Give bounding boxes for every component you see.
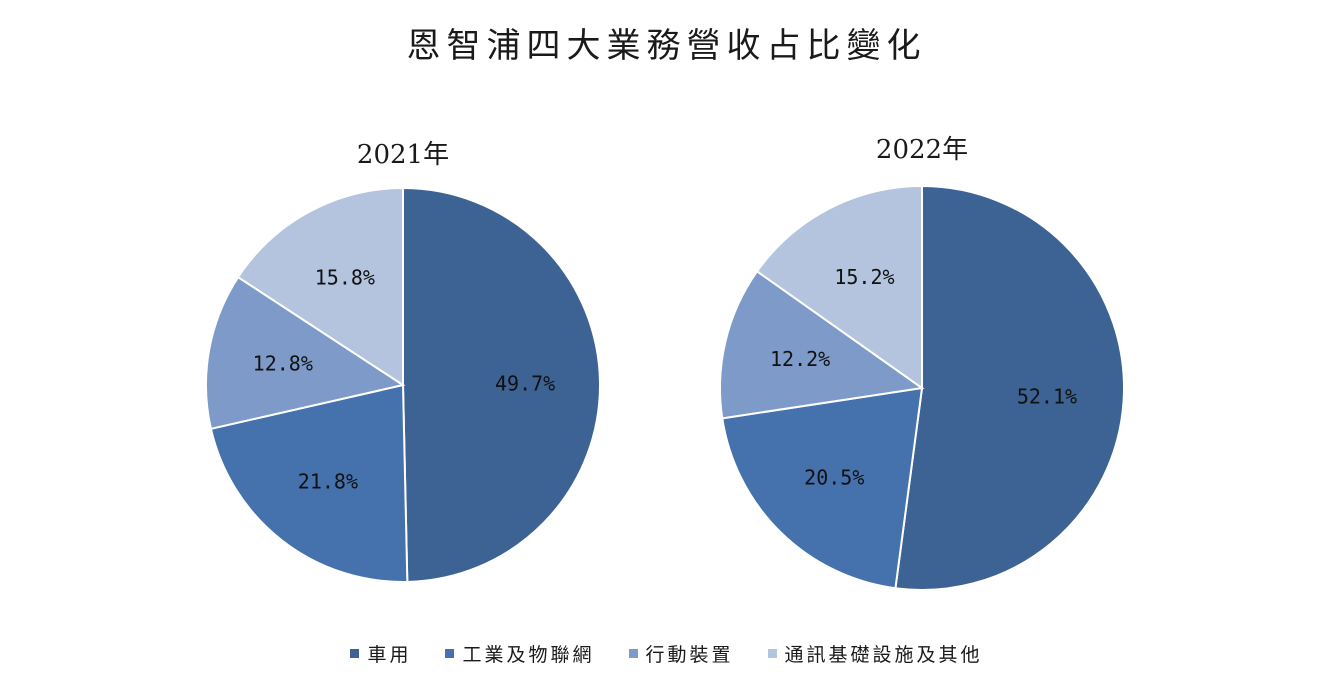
slice-label-mobile: 12.8% xyxy=(253,351,313,375)
legend-swatch xyxy=(628,649,638,658)
legend-swatch xyxy=(767,649,777,658)
pie-slice-automotive xyxy=(894,184,1125,591)
chart-title: 恩智浦四大業務營收占比變化 xyxy=(406,26,927,66)
legend: 車用 工業及物聯網 行動裝置 通訊基礎設施及其他 xyxy=(0,640,1333,667)
legend-label: 工業及物聯網 xyxy=(462,644,595,666)
slice-label-industrial-iot: 20.5% xyxy=(804,465,864,489)
legend-item-automotive: 車用 xyxy=(350,640,411,667)
legend-item-mobile: 行動裝置 xyxy=(628,640,734,667)
pie-slice-industrial-iot xyxy=(209,383,409,583)
legend-item-comms-infra-other: 通訊基礎設施及其他 xyxy=(767,640,983,667)
legend-swatch xyxy=(445,649,455,658)
pie-chart-2: 2022年 52.1% 20.5% 12.2% 15.2% xyxy=(719,135,1125,591)
slice-label-mobile: 12.2% xyxy=(770,347,830,371)
legend-label: 車用 xyxy=(367,644,412,666)
slice-label-comms-infra-other: 15.8% xyxy=(315,266,375,290)
pie-slice-industrial-iot xyxy=(721,386,924,590)
pie-slice-comms-infra-other xyxy=(755,184,923,390)
slice-label-automotive: 49.7% xyxy=(495,372,555,396)
slice-label-automotive: 52.1% xyxy=(1017,384,1077,408)
legend-label: 行動裝置 xyxy=(645,644,734,666)
pie-slice-mobile xyxy=(719,269,925,420)
pie-title: 2021年 xyxy=(357,140,449,170)
legend-swatch xyxy=(350,649,360,658)
legend-item-industrial-iot: 工業及物聯網 xyxy=(445,640,594,667)
legend-label: 通訊基礎設施及其他 xyxy=(784,644,983,666)
pie-slice-comms-infra-other xyxy=(236,186,404,387)
pie-slice-automotive xyxy=(402,186,601,583)
slice-label-comms-infra-other: 15.2% xyxy=(834,265,894,289)
slice-label-industrial-iot: 21.8% xyxy=(298,469,358,493)
pie-title: 2022年 xyxy=(876,135,968,165)
pie-chart-1: 2021年 49.7% 21.8% 12.8% 15.8% xyxy=(205,140,601,583)
pie-slice-mobile xyxy=(205,275,406,431)
